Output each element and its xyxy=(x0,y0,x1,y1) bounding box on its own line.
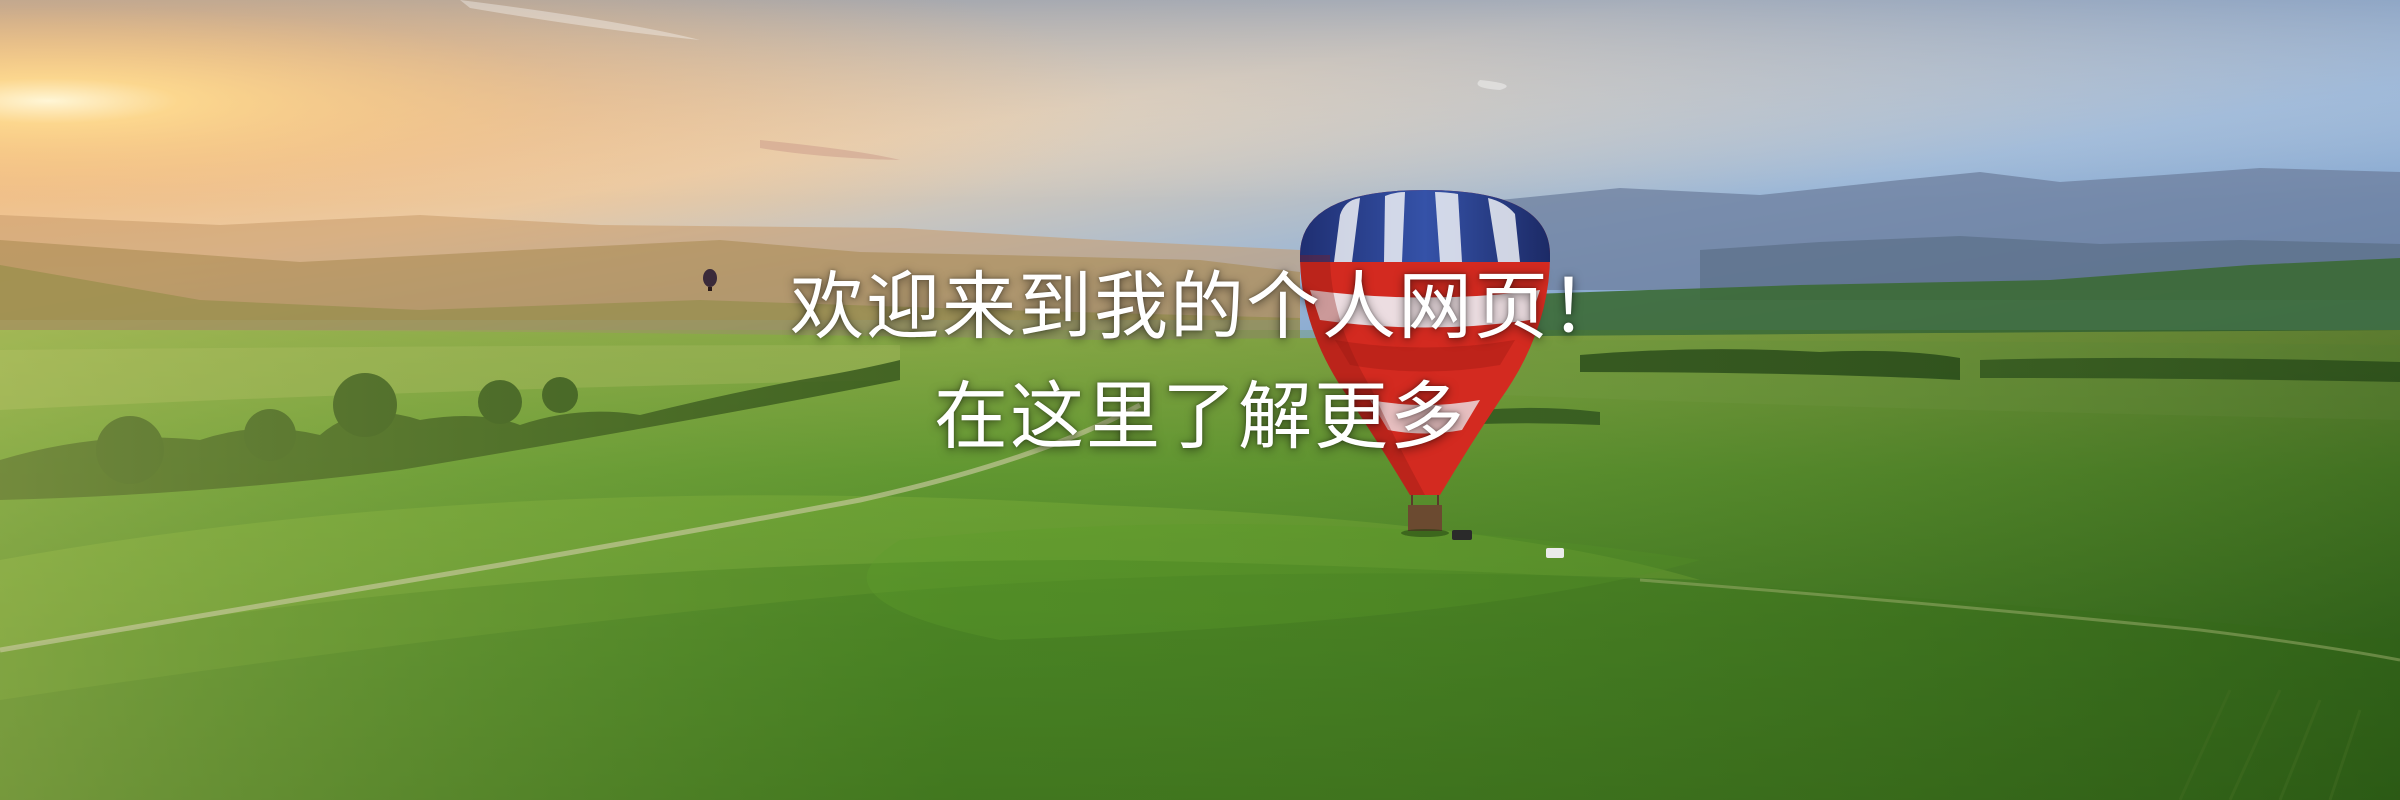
hero-subtitle: 在这里了解更多 xyxy=(934,374,1466,460)
hot-air-balloon xyxy=(1300,190,1550,537)
hero-title: 欢迎来到我的个人网页！ xyxy=(790,264,1626,350)
